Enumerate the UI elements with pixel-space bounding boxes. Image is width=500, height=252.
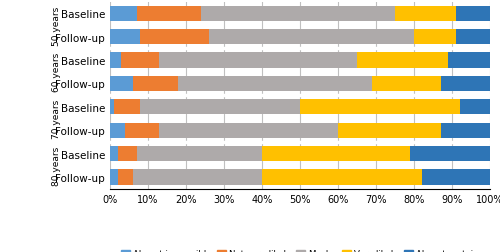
Bar [422,170,490,185]
Bar [456,30,490,45]
Bar [395,7,456,22]
Bar [118,170,133,185]
Bar [338,123,440,138]
Bar [440,77,490,92]
Bar [110,53,122,68]
Bar [178,77,372,92]
Bar [140,100,300,115]
Bar [110,170,118,185]
Bar [160,53,357,68]
Bar [262,146,410,162]
Bar [460,100,490,115]
Bar [300,100,460,115]
Bar [118,146,137,162]
Bar [440,123,490,138]
Bar [410,146,490,162]
Bar [160,123,338,138]
Bar [136,7,201,22]
Bar [209,30,414,45]
Bar [357,53,448,68]
Bar [114,100,140,115]
Bar [372,77,440,92]
Text: 50 years: 50 years [52,6,62,45]
Bar [136,146,262,162]
Bar [110,7,136,22]
Bar [110,123,125,138]
Bar [456,7,490,22]
Bar [110,146,118,162]
Legend: Almost impossible, Not very likely, Maybe, Very likely, Almost certain: Almost impossible, Not very likely, Mayb… [118,245,482,252]
Bar [125,123,160,138]
Bar [140,30,209,45]
Text: 70 years: 70 years [52,100,62,139]
Bar [201,7,395,22]
Text: 60 years: 60 years [52,53,62,92]
Bar [110,100,114,115]
Bar [122,53,160,68]
Bar [133,170,262,185]
Bar [110,30,140,45]
Text: 80 years: 80 years [52,146,62,185]
Bar [133,77,178,92]
Bar [262,170,422,185]
Bar [110,77,133,92]
Bar [414,30,456,45]
Bar [448,53,490,68]
